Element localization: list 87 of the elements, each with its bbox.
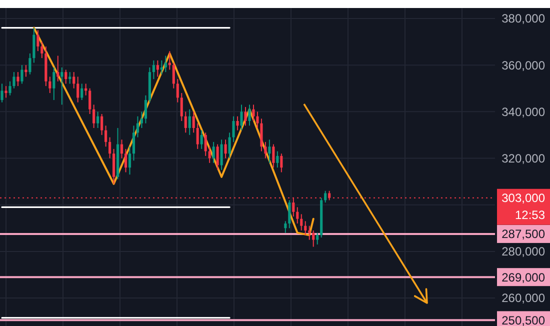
candlestick xyxy=(188,108,191,136)
ref-line-label: 287,500 xyxy=(502,227,546,242)
candlestick xyxy=(108,136,112,159)
candlestick xyxy=(56,55,60,82)
y-tick-label: 360,000 xyxy=(502,58,546,72)
candlestick xyxy=(0,83,4,103)
candlestick xyxy=(32,27,36,64)
candlestick xyxy=(168,50,171,70)
candlestick xyxy=(216,144,219,170)
candlestick xyxy=(296,206,299,224)
candlestick xyxy=(16,72,20,87)
candlestick xyxy=(132,125,136,162)
candlestick xyxy=(156,60,159,78)
candlestick xyxy=(60,66,64,106)
candlestick xyxy=(24,64,28,78)
y-tick-label: 280,000 xyxy=(502,244,546,259)
y-tick-label: 340,000 xyxy=(502,104,546,119)
candlestick xyxy=(4,86,8,98)
candlestick xyxy=(12,72,16,89)
candlestick xyxy=(228,132,231,159)
candlestick xyxy=(152,60,155,80)
candlestick xyxy=(244,106,247,126)
candlestick xyxy=(304,220,307,236)
candlestick xyxy=(76,76,80,103)
candlestick xyxy=(280,153,283,173)
candlestick xyxy=(288,200,291,229)
ref-line-label: 303,000 xyxy=(502,191,546,206)
candlestick xyxy=(236,116,239,131)
candlestick xyxy=(256,111,259,128)
candlestick xyxy=(252,104,255,122)
y-tick-label: 380,000 xyxy=(502,12,546,26)
candlestick xyxy=(80,83,84,101)
candlestick xyxy=(68,72,72,84)
candlestick xyxy=(184,111,187,134)
candlestick xyxy=(64,69,68,84)
candlestick xyxy=(272,144,275,168)
candlestick xyxy=(48,76,52,94)
candlestick xyxy=(172,62,175,89)
y-tick-label: 320,000 xyxy=(502,151,546,166)
candlestick xyxy=(100,114,104,136)
candlestick xyxy=(312,230,315,248)
candlestick xyxy=(284,220,287,234)
candlestick xyxy=(208,146,211,164)
candlestick xyxy=(72,72,76,89)
candlestick xyxy=(40,41,44,59)
candlestick xyxy=(196,122,199,150)
candlestick xyxy=(104,125,108,148)
candlestick xyxy=(200,130,203,150)
candlestick xyxy=(120,139,124,159)
candlestick xyxy=(192,111,195,134)
candlestick xyxy=(268,139,271,164)
candlestick xyxy=(248,104,251,126)
candlestick xyxy=(264,141,267,159)
candlestick xyxy=(260,118,263,152)
candlestick xyxy=(308,225,311,240)
candlestick xyxy=(316,232,319,245)
candlestick xyxy=(88,88,92,114)
candlestick xyxy=(136,116,140,138)
candlestick xyxy=(36,30,40,52)
candlestick xyxy=(20,64,24,84)
candlestick xyxy=(52,66,56,101)
text: 12:53 xyxy=(514,208,546,222)
line-series xyxy=(32,26,314,236)
candlestick xyxy=(232,116,235,142)
candlestick xyxy=(28,52,32,75)
candlestick xyxy=(180,92,183,122)
candlestick xyxy=(8,80,12,96)
candlestick xyxy=(128,146,132,176)
y-tick-label: 260,000 xyxy=(502,291,546,306)
candlestick xyxy=(240,104,243,131)
candlestick xyxy=(164,55,167,73)
candlestick xyxy=(324,190,327,204)
ref-line-label: 269,000 xyxy=(502,270,546,284)
candlestick xyxy=(92,104,96,128)
candlestick xyxy=(140,111,144,128)
candlestick xyxy=(220,139,223,170)
candlestick xyxy=(112,148,116,184)
candlestick xyxy=(276,150,279,168)
candlestick xyxy=(96,111,100,128)
candlestick xyxy=(204,132,207,156)
candlestick xyxy=(300,214,303,231)
candlestick xyxy=(124,148,128,173)
candlestick xyxy=(144,94,148,124)
candlestick xyxy=(212,141,215,164)
candlestick xyxy=(176,78,179,103)
ref-line-label: 250,500 xyxy=(502,313,546,326)
candlestick xyxy=(224,139,227,159)
